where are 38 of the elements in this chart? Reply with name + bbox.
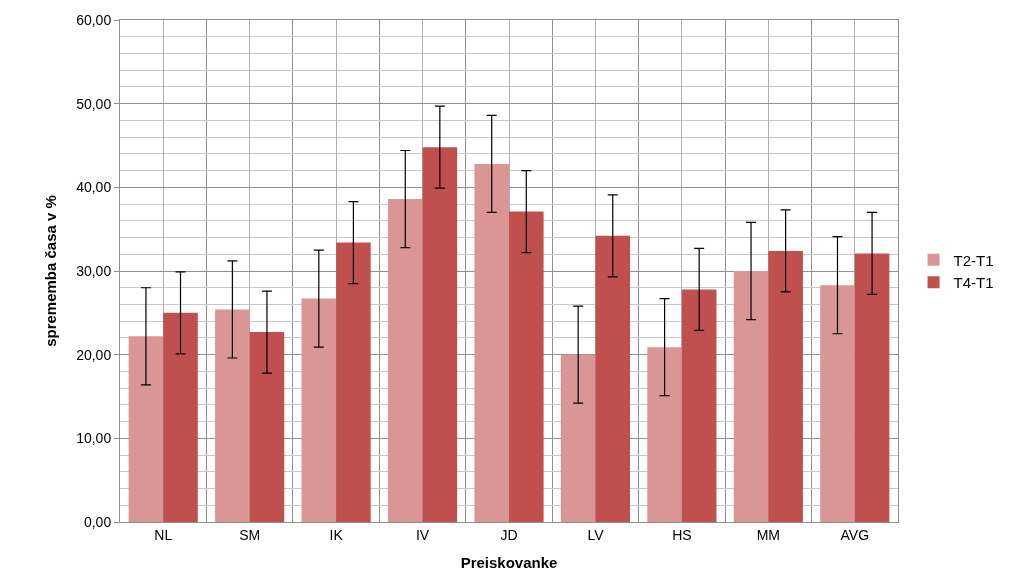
y-tick-label: 30,00 [76,262,112,279]
x-tick-label: SM [239,526,261,543]
x-tick-label: NL [154,526,173,543]
bar [128,336,164,522]
bar [215,309,250,522]
y-tick-label: 0,00 [83,513,112,530]
bar [336,242,371,522]
bar [595,235,631,522]
bar [163,312,198,522]
y-tick-label: 20,00 [76,346,112,363]
bar [249,332,285,522]
legend-label: T2-T1 [953,251,994,269]
x-tick-label: HS [672,526,692,543]
bar [647,347,682,522]
bar [560,354,596,522]
y-tick-label: 60,00 [76,11,112,28]
x-tick-label: JD [500,526,518,543]
bar [768,250,803,522]
x-tick-label: MM [756,526,780,543]
x-tick-label: IV [415,526,430,543]
y-tick-label: 50,00 [76,95,112,112]
bar [681,289,717,522]
x-axis-title: Preiskovanke [460,553,558,571]
y-axis-title: sprememba časa v % [42,195,60,347]
x-tick-label: IK [329,526,344,543]
bar [387,199,423,522]
x-tick-label: LV [587,526,605,543]
bar [854,253,890,522]
bar [474,163,509,522]
legend-label: T4-T1 [953,274,994,292]
bar [820,285,855,522]
y-tick-label: 40,00 [76,179,112,196]
bar [509,211,544,522]
bar [301,298,337,522]
bar [422,147,458,522]
y-tick-label: 10,00 [76,430,112,447]
bar [733,271,769,522]
x-tick-label: AVG [840,526,870,543]
